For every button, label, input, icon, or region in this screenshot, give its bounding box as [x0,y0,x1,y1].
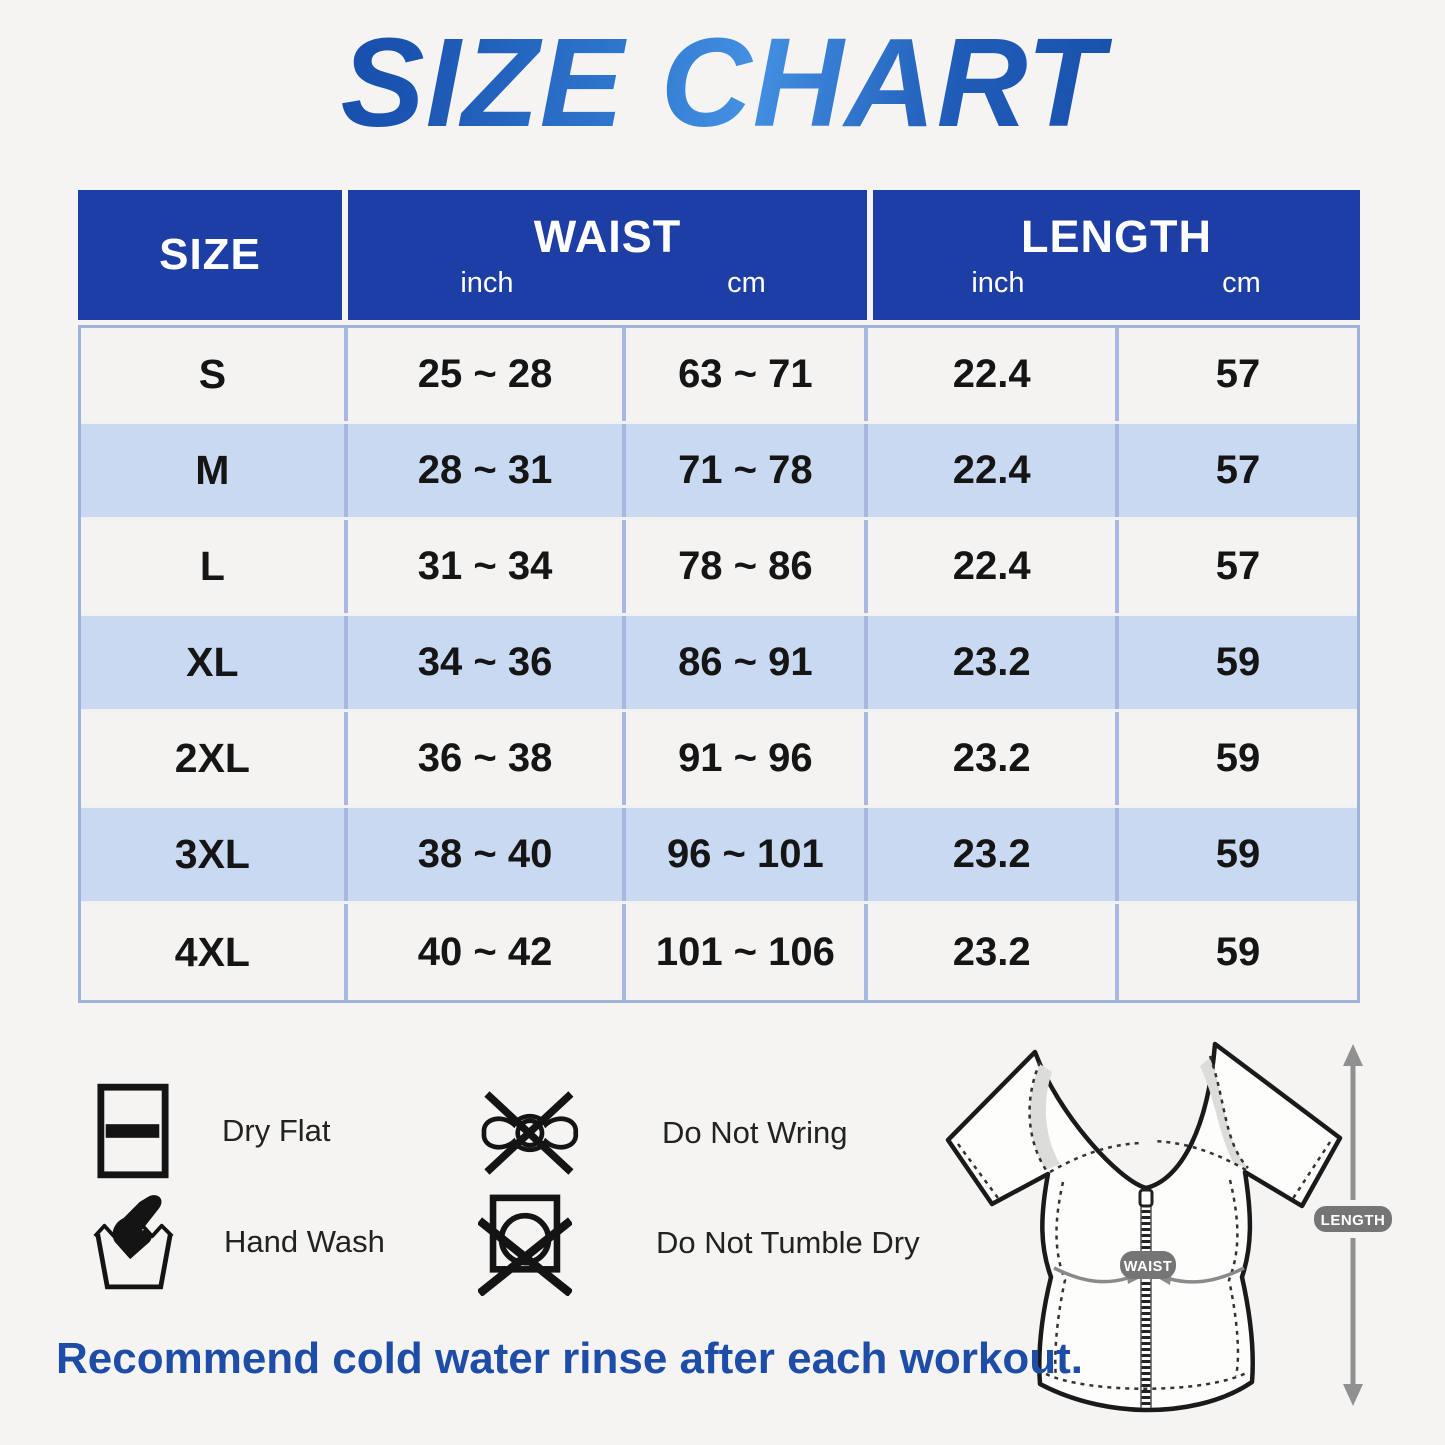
cell-length-inch: 22.4 [868,520,1120,613]
cell-waist-inch: 25 ~ 28 [348,328,627,421]
do-not-tumble-dry-icon [478,1190,572,1296]
cell-length-inch: 23.2 [868,616,1120,709]
cell-length-cm: 59 [1215,832,1261,876]
page-title: SIZE CHART [0,10,1445,155]
waist-arrows [1053,1266,1245,1284]
table-row-4xl: 4XL 40 ~ 42 101 ~ 106 23.2 59 [81,904,1357,1000]
header-label-size: SIZE [159,230,261,279]
table-header: SIZE WAIST inch cm LENGTH inch cm [78,190,1360,320]
cell-waist-cm: 71 ~ 78 [626,424,869,517]
dry-flat-icon [96,1082,170,1180]
cell-size: XL [81,616,348,709]
cell-length-cm: 59 [1215,736,1261,780]
care-label: Do Not Wring [662,1115,848,1150]
table-row-l: L 31 ~ 34 78 ~ 86 22.4 57 [81,520,1357,616]
cell-length-inch: 22.4 [868,328,1120,421]
hand-wash-icon [92,1192,176,1292]
table-row-3xl: 3XL 38 ~ 40 96 ~ 101 23.2 59 [81,808,1357,904]
cell-waist-cm: 91 ~ 96 [626,712,869,805]
cell-length-cm: 57 [1215,352,1261,396]
cell-waist-inch: 40 ~ 42 [348,904,627,1000]
cell-length-inch: 23.2 [868,904,1120,1000]
cell-waist-inch: 31 ~ 34 [348,520,627,613]
header-cell-length: LENGTH inch cm [873,190,1360,320]
cell-size: 2XL [81,712,348,805]
cell-waist-cm: 86 ~ 91 [626,616,869,709]
svg-text:LENGTH: LENGTH [1321,1212,1386,1229]
cell-length-cm: 57 [1215,448,1261,492]
header-cell-size: SIZE [78,190,342,320]
header-units-waist: inch cm [348,267,867,300]
cell-size: 3XL [81,808,348,901]
svg-text:WAIST: WAIST [1124,1259,1172,1275]
care-label: Do Not Tumble Dry [656,1225,920,1260]
cell-waist-inch: 38 ~ 40 [348,808,627,901]
zipper [1138,1188,1154,1408]
unit-label-waist-inch: inch [460,266,514,299]
cell-waist-cm: 78 ~ 86 [626,520,869,613]
unit-label-length-inch: inch [971,266,1025,299]
cell-length-cm: 59 [1215,640,1261,684]
length-badge: LENGTH [1314,1206,1392,1232]
care-item-do-not-tumble-dry: Do Not Tumble Dry [478,1190,920,1296]
cell-size: S [81,328,348,421]
table-body: S 25 ~ 28 63 ~ 71 22.4 57 M 28 ~ 31 71 ~… [78,325,1360,1003]
header-label-waist: WAIST [533,210,682,262]
cell-length-inch: 23.2 [868,808,1120,901]
cell-length-cm: 59 [1215,929,1261,974]
care-item-dry-flat: Dry Flat [96,1082,331,1180]
table-row-xl: XL 34 ~ 36 86 ~ 91 23.2 59 [81,616,1357,712]
unit-label-length-cm: cm [1222,266,1261,299]
size-table: SIZE WAIST inch cm LENGTH inch cm S 25 [78,190,1360,1003]
table-row-m: M 28 ~ 31 71 ~ 78 22.4 57 [81,424,1357,520]
table-row-s: S 25 ~ 28 63 ~ 71 22.4 57 [81,328,1357,424]
cell-length-inch: 22.4 [868,424,1120,517]
header-cell-waist: WAIST inch cm [348,190,867,320]
cell-waist-inch: 28 ~ 31 [348,424,627,517]
cell-waist-cm: 96 ~ 101 [626,808,869,901]
table-row-2xl: 2XL 36 ~ 38 91 ~ 96 23.2 59 [81,712,1357,808]
cell-waist-inch: 36 ~ 38 [348,712,627,805]
cell-length-cm: 57 [1215,544,1261,588]
care-item-hand-wash: Hand Wash [92,1192,385,1292]
care-label: Dry Flat [222,1113,331,1148]
cell-size: M [81,424,348,517]
header-units-length: inch cm [873,267,1360,300]
footer-note: Recommend cold water rinse after each wo… [56,1334,1083,1383]
cell-waist-cm: 101 ~ 106 [626,904,869,1000]
header-label-length: LENGTH [1021,210,1212,262]
waist-badge: WAIST [1120,1251,1176,1279]
cell-size: L [81,520,348,613]
do-not-wring-icon [476,1090,580,1176]
care-item-do-not-wring: Do Not Wring [476,1090,848,1176]
unit-label-waist-cm: cm [727,266,766,299]
cell-size: 4XL [81,904,348,1000]
cell-waist-inch: 34 ~ 36 [348,616,627,709]
cell-length-inch: 23.2 [868,712,1120,805]
cell-waist-cm: 63 ~ 71 [626,328,869,421]
care-label: Hand Wash [224,1224,385,1259]
